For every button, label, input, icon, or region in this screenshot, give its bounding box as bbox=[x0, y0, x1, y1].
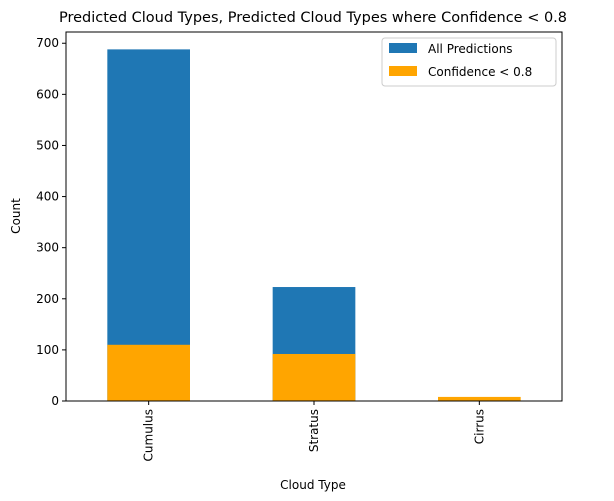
x-axis-label: Cloud Type bbox=[280, 478, 346, 492]
chart-title: Predicted Cloud Types, Predicted Cloud T… bbox=[59, 10, 567, 26]
y-tick-label: 200 bbox=[36, 292, 59, 306]
legend: All Predictions Confidence < 0.8 bbox=[381, 37, 557, 87]
y-axis-ticks: 0 100 200 300 400 500 600 700 bbox=[36, 36, 66, 408]
y-tick-label: 0 bbox=[51, 394, 59, 408]
bar-all-predictions-cumulus bbox=[107, 49, 190, 401]
legend-swatch-all-predictions bbox=[389, 43, 417, 53]
x-axis-ticks: Cumulus Stratus Cirrus bbox=[142, 401, 486, 461]
x-tick-label: Stratus bbox=[307, 409, 321, 452]
plot-frame bbox=[65, 31, 563, 402]
bar-low-confidence-cumulus bbox=[107, 344, 190, 401]
y-tick-label: 600 bbox=[36, 87, 59, 101]
x-tick-label: Cumulus bbox=[142, 409, 156, 461]
legend-swatch-confidence bbox=[389, 66, 417, 76]
x-tick-label: Cirrus bbox=[472, 409, 486, 444]
y-tick-label: 700 bbox=[36, 36, 59, 50]
y-tick-label: 300 bbox=[36, 241, 59, 255]
legend-label-confidence: Confidence < 0.8 bbox=[428, 65, 532, 79]
bars-group bbox=[107, 49, 521, 401]
y-tick-label: 500 bbox=[36, 138, 59, 152]
legend-frame bbox=[381, 37, 557, 87]
y-tick-label: 100 bbox=[36, 343, 59, 357]
y-axis-label: Count bbox=[9, 198, 23, 234]
legend-label-all-predictions: All Predictions bbox=[428, 42, 513, 56]
y-tick-label: 400 bbox=[36, 190, 59, 204]
bar-low-confidence-cirrus bbox=[438, 396, 521, 401]
bar-low-confidence-stratus bbox=[272, 353, 356, 401]
